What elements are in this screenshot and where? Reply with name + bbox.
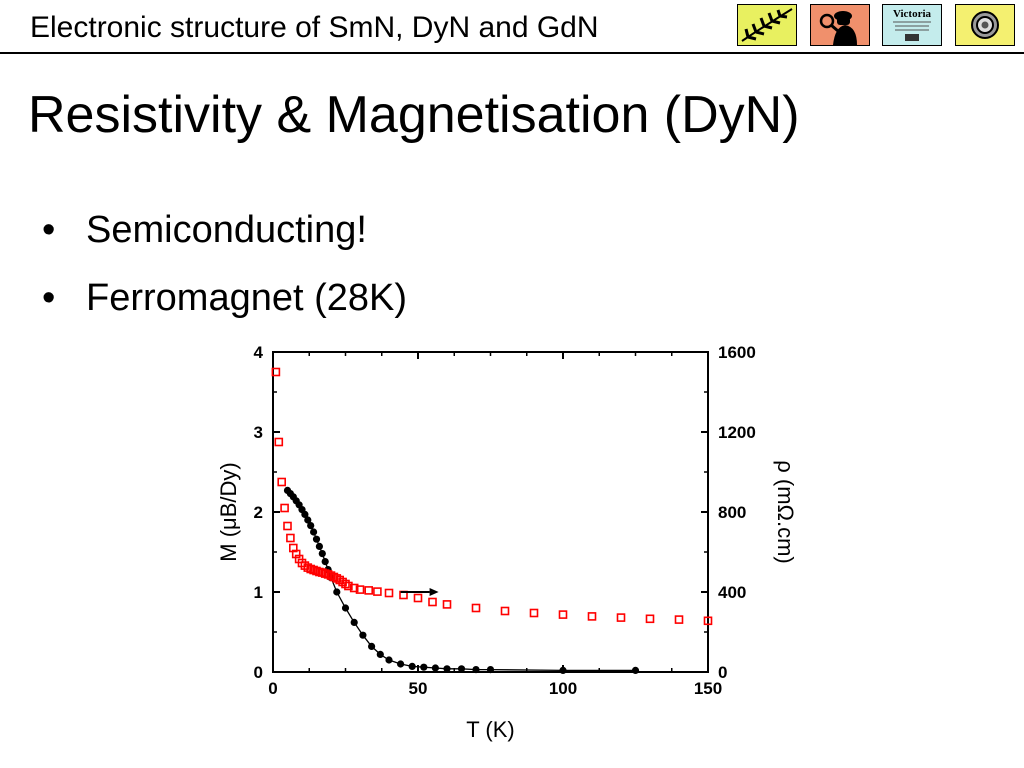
resistivity-point [344,581,353,591]
slide-title: Resistivity & Magnetisation (DyN) [28,86,800,144]
bullet-marker: • [42,277,56,319]
y-left-tick-label: 0 [254,663,263,682]
magnetisation-point [385,656,393,664]
magnetisation-point [301,510,309,518]
magnetisation-point [397,660,405,668]
resistivity-point [428,597,437,607]
resistivity-point [413,593,423,603]
logo-detective [810,4,870,46]
magnetisation-point [431,664,439,672]
annotation-arrow-head [429,588,439,596]
magnetisation-point [359,631,367,639]
magnetisation-point [318,550,326,558]
bullet-text: Semiconducting! [86,209,367,251]
logo-victoria-text: Victoria [893,8,932,20]
resistivity-point [364,586,373,595]
magnetisation-point [321,558,329,566]
magnetisation-point [307,522,315,530]
bullet-list: • Semiconducting! • Ferromagnet (28K) [42,196,407,332]
y-left-tick-label: 4 [254,343,264,362]
resistivity-point [645,614,655,624]
magnetisation-point [472,666,480,674]
x-axis-title: T (K) [466,717,514,742]
magnetisation-point [631,666,640,674]
y-left-tick-label: 3 [254,423,263,442]
spiral-icon [971,11,999,39]
resistivity-point [500,606,510,616]
x-tick-label: 100 [549,679,577,698]
resistivity-point [355,585,365,594]
magnetisation-point [333,588,341,596]
x-tick-label: 150 [694,679,722,698]
y-right-axis-title: ρ (mΩ.cm) [773,460,798,564]
magnetisation-point [304,516,312,524]
resistivity-point [283,521,292,531]
y-left-axis-title: M (μB/Dy) [216,462,241,561]
magnetisation-point [486,666,495,674]
y-left-tick-label: 1 [254,583,263,602]
x-tick-label: 0 [268,679,277,698]
resistivity-point [280,503,289,513]
resistivity-point [277,477,286,487]
y-left-tick-label: 2 [254,503,263,522]
magnetisation-point [559,666,567,674]
bullet-item: • Semiconducting! [42,196,407,264]
resistivity-point [274,437,284,447]
magnetisation-point [315,542,323,550]
magnetisation-point [368,642,376,650]
series-1 [271,367,713,626]
y-right-tick-label: 400 [718,583,746,602]
resistivity-point [286,533,295,543]
magnetisation-point [457,665,466,673]
magnetisation-point [443,665,451,673]
header-divider [0,52,1024,54]
logo-victoria: Victoria [882,4,942,46]
y-right-tick-label: 1200 [718,423,756,442]
magnetisation-point [310,528,318,536]
bullet-text: Ferromagnet (28K) [86,277,408,319]
logo-fern [737,4,797,46]
resistivity-point [349,583,359,593]
plot-frame [272,351,709,673]
resistivity-point [587,612,597,621]
header-title: Electronic structure of SmN, DyN and GdN [30,11,599,44]
magnetisation-point [341,604,350,612]
magnetisation-point [312,535,321,543]
resistivity-point [529,608,539,618]
x-tick-label: 50 [409,679,428,698]
resistivity-point [271,367,281,377]
victoria-university-crest: Victoria [893,8,932,41]
y-right-tick-label: 0 [718,663,727,682]
magnetisation-point [350,618,358,626]
y-right-tick-label: 1600 [718,343,756,362]
resistivity-point [703,616,713,626]
detective-icon [819,11,857,45]
resistivity-point [674,615,684,624]
y-right-tick-label: 800 [718,503,746,522]
resistivity-point [558,610,568,619]
resistivity-point [442,600,452,609]
magnetisation-point [408,662,416,670]
bullet-item: • Ferromagnet (28K) [42,264,407,332]
fern-icon [741,8,793,42]
magnetisation-point [420,663,428,671]
logo-spiral [955,4,1015,46]
bullet-marker: • [42,209,56,251]
resistivity-point [384,588,394,598]
resistivity-point [373,587,382,596]
resistivity-point [616,613,626,622]
magnetisation-point [376,650,384,658]
resistivity-point [471,603,481,613]
